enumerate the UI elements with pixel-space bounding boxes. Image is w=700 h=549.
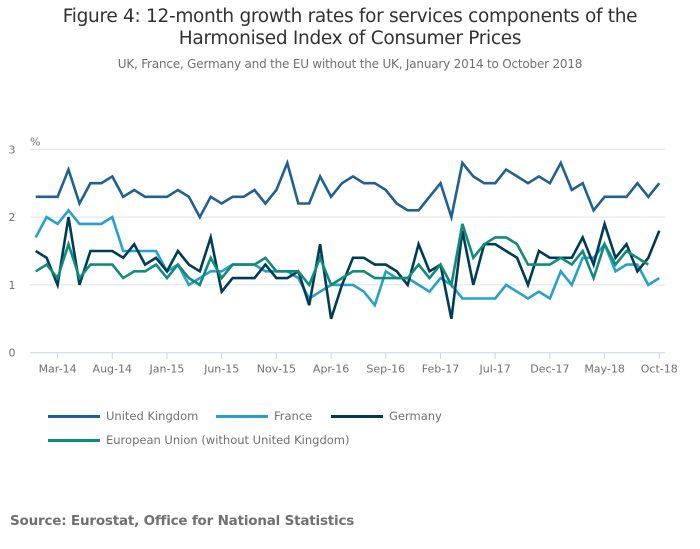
x-tick-label: Dec-17	[530, 363, 569, 376]
legend-item-united-kingdom[interactable]: United Kingdom	[48, 408, 198, 424]
series-line-united-kingdom	[35, 158, 661, 223]
chart-title-line-1: Figure 4: 12-month growth rates for serv…	[62, 6, 638, 27]
y-tick-label: 3	[9, 143, 16, 156]
y-tick-label: 0	[9, 347, 16, 360]
chart-title: Figure 4: 12-month growth rates for serv…	[0, 6, 700, 50]
y-axis-label: %	[30, 135, 40, 148]
legend-label: European Union (without United Kingdom)	[106, 433, 350, 447]
x-tick-label: May-18	[584, 363, 625, 376]
chart-title-line-2: Harmonised Index of Consumer Prices	[178, 28, 522, 49]
legend-swatch-france	[216, 414, 268, 418]
legend-item-france[interactable]: France	[216, 408, 312, 424]
legend-item-eu-without-uk[interactable]: European Union (without United Kingdom)	[48, 432, 349, 448]
x-tick-label: Sep-16	[366, 363, 405, 376]
legend-item-germany[interactable]: Germany	[331, 408, 442, 424]
series-lines	[34, 158, 661, 320]
legend-label: Germany	[389, 409, 442, 423]
x-tick-label: Nov-15	[257, 363, 296, 376]
y-tick-label: 1	[9, 279, 16, 292]
x-axis: Mar-14 Aug-14 Jan-15 Jun-15 Nov-15 Apr-16 Sep-…	[39, 352, 678, 376]
source-note: Source: Eurostat, Office for National St…	[10, 513, 355, 529]
x-tick-label: Jan-15	[149, 363, 185, 376]
legend-swatch-germany	[331, 414, 383, 418]
legend-label: France	[274, 409, 313, 423]
x-tick-label: Jul-17	[479, 363, 511, 376]
x-tick-label: Jun-15	[203, 363, 239, 376]
series-line-european-union-without-united-kingdom	[35, 223, 649, 289]
x-tick-label: Feb-17	[422, 363, 459, 376]
x-tick-label: Apr-16	[313, 363, 349, 376]
line-chart: 0 1 2 3 Mar-14 Aug-14 Jan-15 Jun-15 Nov-15 Apr-1…	[9, 135, 678, 376]
legend-label: United Kingdom	[106, 409, 199, 423]
series-line-france	[34, 208, 660, 308]
chart-subtitle: UK, France, Germany and the EU without t…	[117, 57, 583, 71]
y-axis: 0 1 2 3	[9, 143, 16, 359]
legend-swatch-united-kingdom	[48, 414, 100, 418]
legend-swatch-eu-without-uk	[48, 438, 100, 442]
series-line-germany	[35, 216, 661, 320]
y-tick-label: 2	[9, 211, 16, 224]
x-tick-label: Oct-18	[641, 363, 678, 376]
x-tick-label: Mar-14	[39, 363, 77, 376]
x-tick-label: Aug-14	[93, 363, 132, 376]
